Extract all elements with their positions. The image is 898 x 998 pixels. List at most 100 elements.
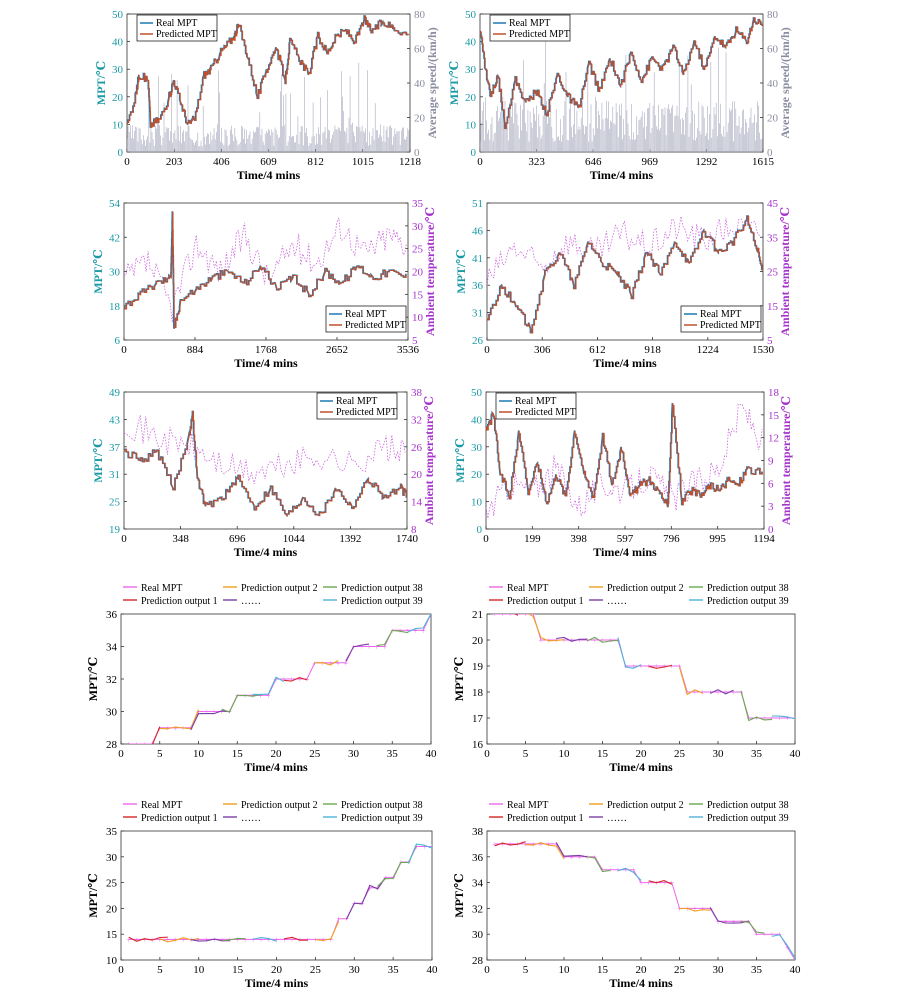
- prediction-output-series: [679, 907, 711, 912]
- chart-p2: 0 323 646 969 1292 161501020304050020406080Ti…: [447, 9, 792, 182]
- legend-pred-label: Predicted MPT: [700, 320, 761, 331]
- x-axis-label: Time/4 mins: [234, 356, 298, 370]
- x-tick-label: 1015: [352, 156, 375, 168]
- real-mpt-marker: +: [731, 917, 736, 926]
- real-mpt-marker: +: [754, 714, 759, 723]
- prediction-output-series: [284, 936, 308, 941]
- real-mpt-marker: +: [539, 636, 544, 645]
- real-mpt-marker: +: [413, 626, 418, 635]
- plot-area: [486, 402, 763, 519]
- real-mpt-marker: +: [770, 930, 775, 939]
- chart-p10: 0 5 10 15 20 25 30 35 40 28 30 32 34 36 38 Time/4 mins M…: [452, 800, 801, 990]
- real-mpt-marker: +: [134, 740, 139, 749]
- predicted-mpt-series: [480, 17, 763, 130]
- y2-tick-label: 12: [768, 433, 779, 445]
- x-tick-label: 30: [349, 964, 361, 976]
- real-mpt-marker: +: [290, 935, 295, 944]
- legend-pred2-label: Prediction output 2: [241, 800, 318, 811]
- legend-box: [489, 14, 571, 42]
- x-tick-label: 25: [674, 748, 686, 760]
- legend-pred38-label: Prediction output 38: [707, 583, 789, 594]
- real-mpt-marker: +: [266, 935, 271, 944]
- prediction-output-series: [740, 690, 772, 722]
- y-axis-label: MPT/℃: [453, 438, 467, 482]
- x-axis-label: Time/4 mins: [590, 168, 654, 182]
- y2-tick-label: 5: [767, 335, 773, 347]
- legend: Real MPT Prediction output 1 Prediction ou…: [489, 800, 789, 824]
- y2-tick-label: 60: [414, 44, 426, 56]
- real-mpt-marker: +: [608, 866, 613, 875]
- plot-area: ++++++++++++++++++++++++++++++++++++++++: [492, 614, 795, 723]
- y-tick-label: 38: [472, 826, 484, 838]
- x-tick-label: 0: [484, 964, 490, 976]
- y-tick-label: 18: [109, 301, 121, 313]
- y2-tick-label: 60: [767, 44, 779, 56]
- plot-area: [480, 17, 763, 152]
- x-tick-label: 348: [172, 533, 189, 545]
- legend-pred2-label: Prediction output 2: [607, 800, 684, 811]
- real-mpt-marker: +: [321, 935, 326, 944]
- x-axis-label: Time/4 mins: [234, 545, 298, 559]
- y-tick-label: 18: [472, 687, 484, 699]
- y2-tick-label: 0: [414, 147, 420, 159]
- y-tick-label: 26: [472, 335, 484, 347]
- y-tick-label: 31: [109, 469, 120, 481]
- legend-dots-label: ……: [607, 596, 627, 607]
- real-mpt-marker: +: [383, 873, 388, 882]
- x-tick-label: 1615: [752, 156, 775, 168]
- prediction-output-series: [345, 643, 370, 662]
- y2-tick-label: 25: [767, 267, 779, 279]
- y-axis-label: MPT/℃: [91, 249, 105, 293]
- legend-real-label: Real MPT: [700, 309, 741, 320]
- legend-pred-label: Predicted MPT: [345, 320, 406, 331]
- plot-area: ++++++++++++++++++++++++++++++++++++++++: [127, 842, 432, 944]
- real-mpt-marker: +: [421, 626, 426, 635]
- y2-tick-label: 40: [414, 78, 426, 90]
- legend-pred1-label: Prediction output 1: [141, 813, 218, 824]
- real-mpt-marker: +: [126, 740, 131, 749]
- real-mpt-marker: +: [259, 935, 264, 944]
- x-tick-label: 812: [307, 156, 324, 168]
- ambient-temperature-series: [486, 403, 763, 519]
- real-mpt-marker: +: [723, 688, 728, 697]
- real-mpt-marker: +: [662, 879, 667, 888]
- x-tick-label: 20: [271, 964, 283, 976]
- prediction-output-series: [222, 937, 246, 942]
- predicted-mpt-series: [124, 211, 407, 329]
- prediction-output-series: [128, 726, 161, 744]
- x-tick-label: 30: [348, 748, 360, 760]
- real-mpt-marker: +: [600, 636, 605, 645]
- y2-tick-label: 40: [767, 78, 779, 90]
- x-tick-label: 398: [570, 533, 587, 545]
- real-mpt-marker: +: [274, 935, 279, 944]
- real-mpt-marker: +: [562, 636, 567, 645]
- x-tick-label: 0: [118, 964, 124, 976]
- x-axis-label: Time/4 mins: [593, 356, 657, 370]
- real-mpt-marker: +: [181, 935, 186, 944]
- real-mpt-marker: +: [646, 879, 651, 888]
- x-axis-label: Time/4 mins: [245, 976, 309, 990]
- real-mpt-marker: +: [762, 930, 767, 939]
- real-mpt-series: [494, 614, 795, 719]
- real-mpt-marker: +: [593, 636, 598, 645]
- y2-tick-label: 6: [768, 478, 774, 490]
- x-tick-label: 203: [166, 156, 183, 168]
- prediction-output-series: [617, 867, 642, 881]
- y-tick-label: 50: [471, 387, 483, 399]
- y-tick-label: 37: [109, 442, 121, 454]
- real-mpt-marker: +: [562, 853, 567, 862]
- x-tick-label: 0: [121, 533, 127, 545]
- prediction-output-series: [648, 880, 673, 885]
- y-tick-label: 30: [106, 707, 118, 719]
- x-tick-label: 1392: [339, 533, 361, 545]
- real-mpt-marker: +: [274, 675, 279, 684]
- x-tick-label: 609: [260, 156, 277, 168]
- y-tick-label: 46: [472, 225, 484, 237]
- real-mpt-marker: +: [329, 935, 334, 944]
- y-tick-label: 30: [472, 929, 484, 941]
- y-tick-label: 28: [472, 955, 484, 967]
- real-mpt-marker: +: [777, 714, 782, 723]
- legend-pred39-label: Prediction output 39: [707, 596, 789, 607]
- y-tick-label: 41: [472, 253, 483, 265]
